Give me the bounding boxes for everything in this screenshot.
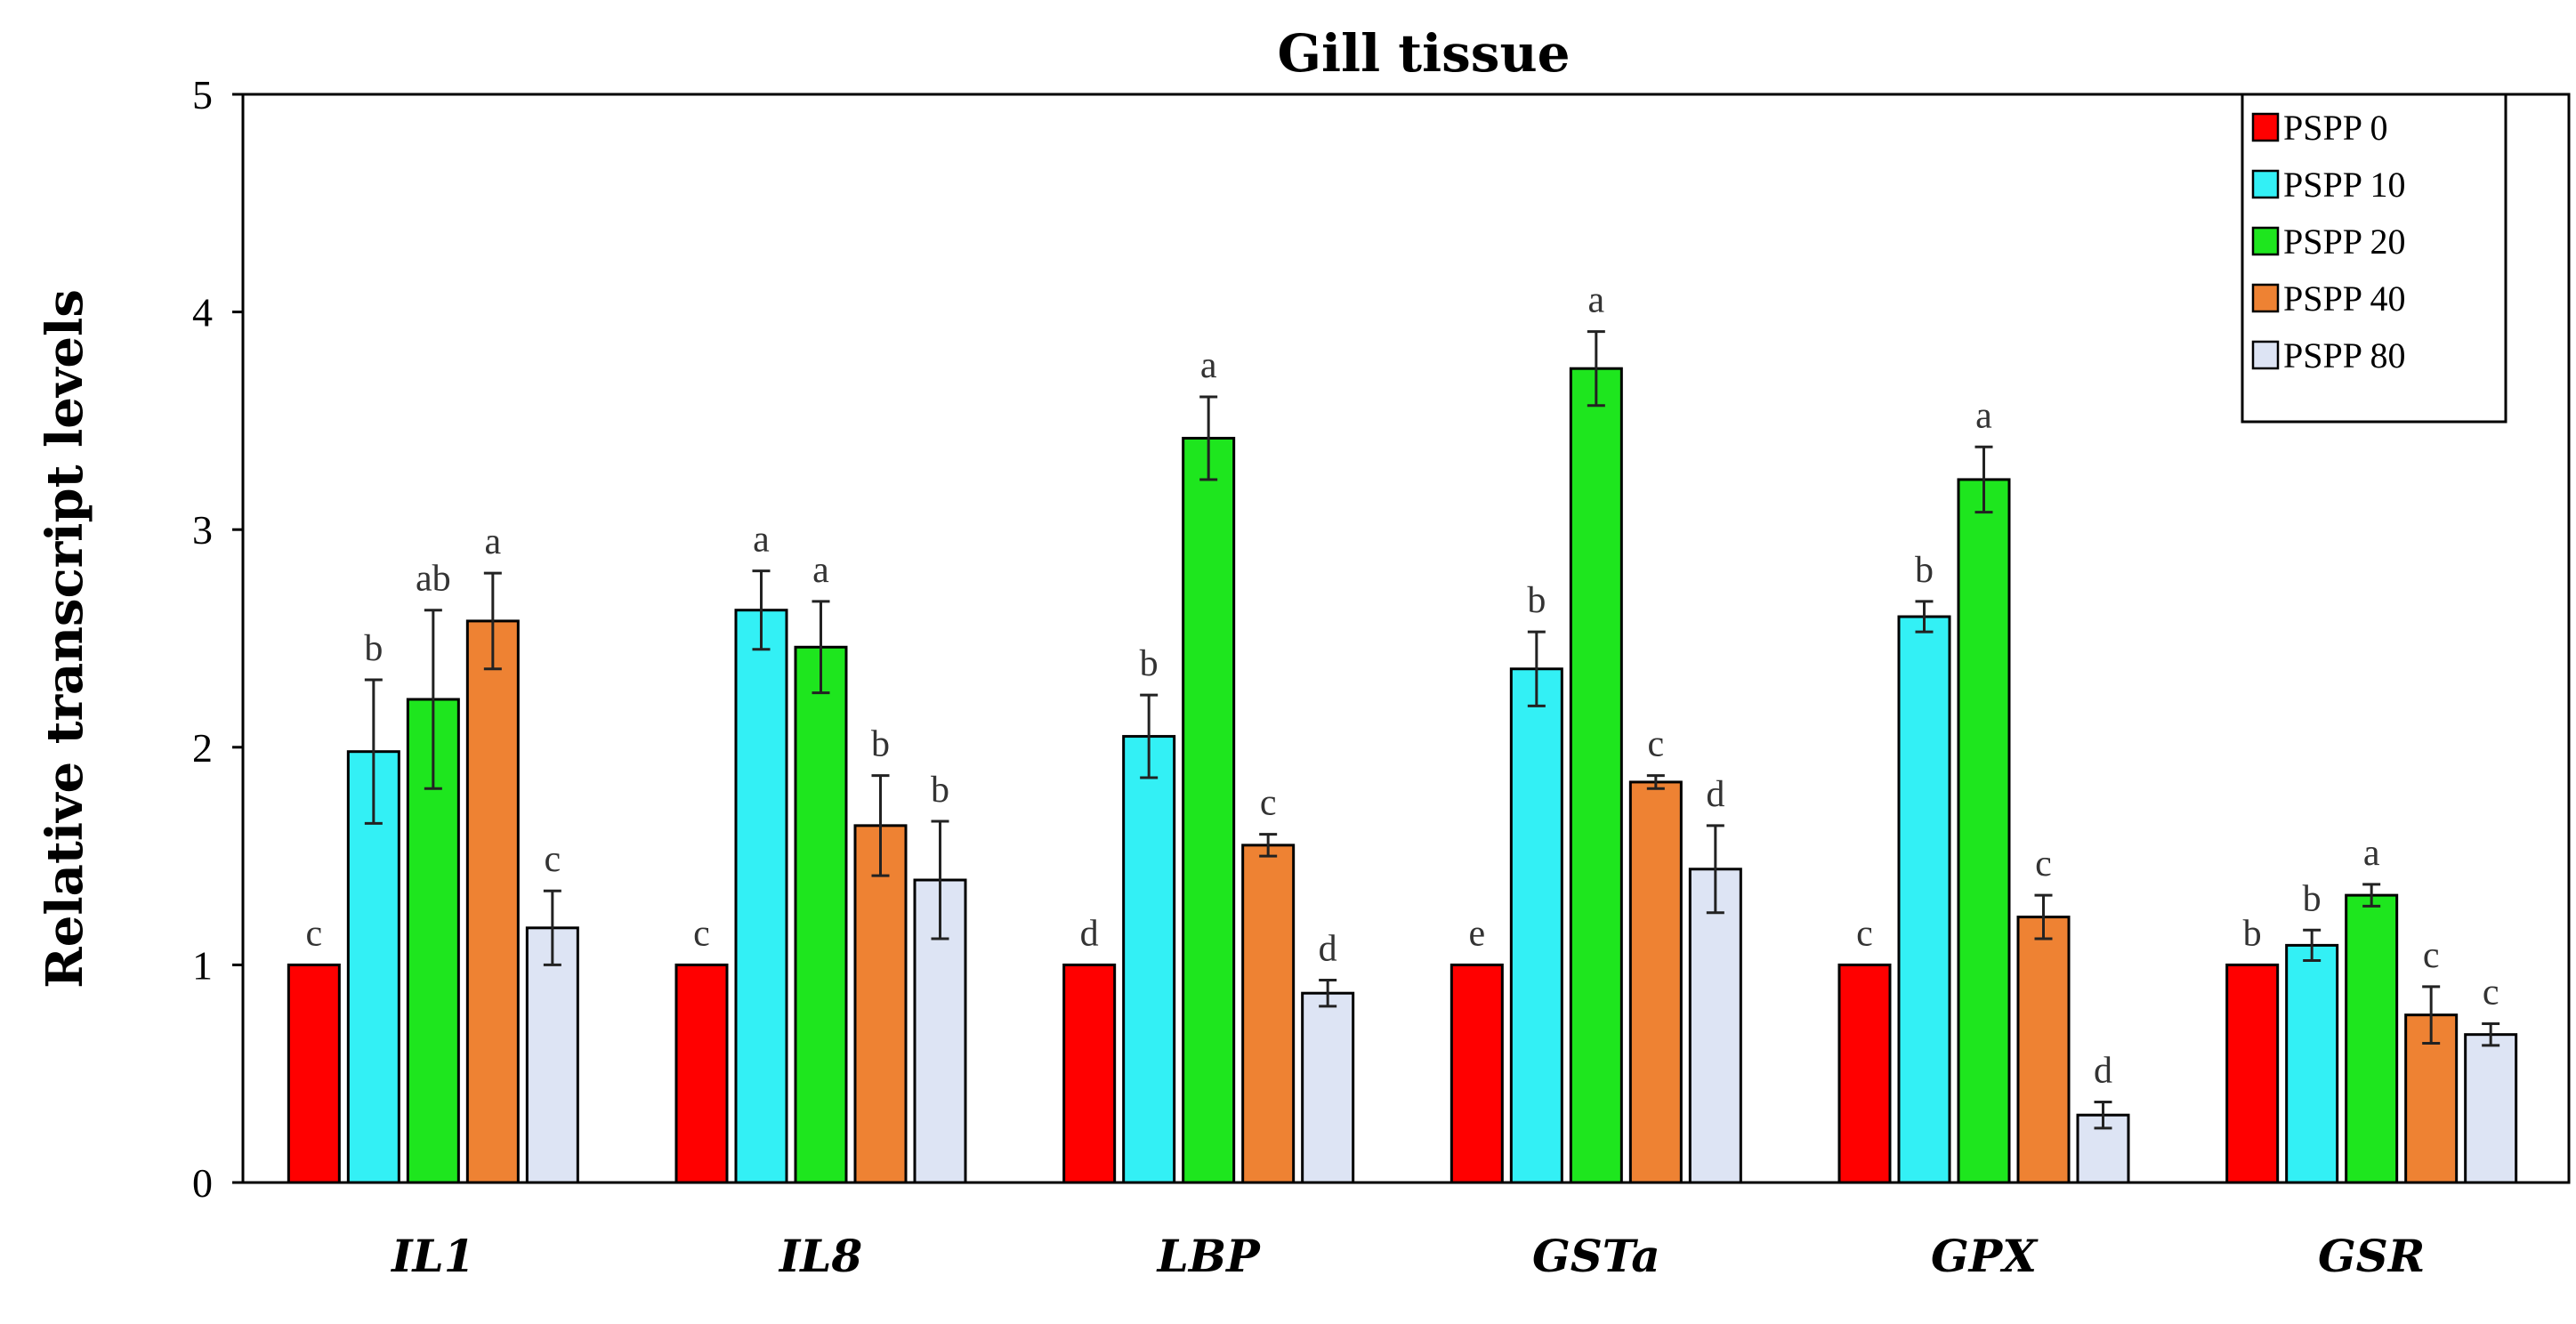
significance-letter: a [812,550,829,591]
y-tick-label: 5 [192,72,213,117]
legend-label: PSPP 0 [2283,108,2388,148]
y-tick-label: 1 [192,942,213,988]
significance-letter: b [2303,878,2322,919]
chart-title: Gill tissue [1277,23,1570,84]
bar [853,824,908,1184]
y-tick-label: 3 [192,507,213,553]
bar-group-gsta: e b a cd [1450,280,1742,1184]
significance-letter: e [1469,913,1486,954]
bar [1897,615,1951,1184]
bar [287,963,341,1184]
significance-letter: b [931,770,949,811]
bar [1837,963,1892,1184]
bar [1628,780,1683,1184]
bar [674,963,729,1184]
significance-letter: a [485,521,502,562]
significance-letter: b [2243,913,2262,954]
legend-label: PSPP 10 [2283,165,2406,205]
significance-letter: a [753,520,770,561]
bar-group-il8: c a a bb [674,520,967,1184]
x-tick-label: GSTa [1532,1230,1660,1282]
significance-letter: b [364,628,383,669]
significance-letter: ab [416,559,451,600]
x-tick-label: GPX [1931,1230,2039,1282]
legend-box [2241,93,2507,424]
bar-group-lbp: d b a c d [1062,345,1355,1184]
significance-letter: c [545,839,561,880]
legend-swatch [2251,283,2280,313]
significance-letter: c [1648,724,1665,765]
significance-letter: a [1200,345,1217,386]
significance-letter: a [1588,280,1605,321]
y-tick-label: 2 [192,725,213,771]
bar [2464,1033,2518,1184]
y-axis-label: Relative transcript levels [36,289,94,989]
plot-area-frame [241,93,2571,1184]
y-axis-ticks: 0 1 2 3 4 5 [192,72,243,1206]
x-tick-label: GSR [2318,1230,2425,1282]
bar [2285,943,2339,1184]
bar [2345,893,2399,1184]
significance-letter: c [2483,972,2499,1013]
bar [1688,868,1742,1184]
legend-swatch [2251,112,2280,142]
bar [794,645,848,1184]
bar-group-gpx: c b a c d [1837,395,2130,1184]
bar [1301,991,1355,1184]
significance-letter: c [2035,844,2052,884]
significance-letter: d [1319,929,1337,970]
x-tick-label: IL1 [390,1230,474,1282]
bar [1122,735,1176,1184]
significance-letter: b [1527,580,1546,621]
significance-letter: b [1140,643,1159,684]
legend-label: PSPP 20 [2283,222,2406,262]
bar [1569,367,1623,1184]
legend-swatch [2251,340,2280,370]
bar [2225,963,2280,1184]
significance-letter: c [1260,783,1277,824]
legend-swatch [2251,226,2280,256]
legend-label: PSPP 40 [2283,279,2406,319]
significance-letter: c [306,913,323,954]
significance-letter: d [1080,913,1099,954]
bar [525,926,579,1184]
bar [1241,844,1296,1184]
significance-letter: a [1975,395,1992,436]
y-tick-label: 0 [192,1160,213,1206]
significance-letter: d [1706,774,1724,815]
x-tick-label: LBP [1156,1230,1261,1282]
significance-letter: b [1915,550,1934,591]
legend-swatch [2251,169,2280,199]
bar [734,609,788,1184]
legend: PSPP 0 PSPP 10 PSPP 20 PSPP 40 PSPP 80 [2241,93,2507,424]
significance-letter: a [2363,833,2380,874]
bar [1509,667,1563,1184]
bar [1450,963,1504,1184]
significance-letter: c [2423,935,2440,976]
x-axis-ticks: IL1 IL8 LBP GSTa GPX GSR [390,1230,2425,1282]
significance-letter: b [871,724,890,765]
y-tick-label: 4 [192,290,213,335]
bar [1182,436,1236,1184]
x-tick-label: IL8 [778,1230,862,1282]
significance-letter: c [693,913,710,954]
significance-letter: d [2094,1050,2112,1091]
significance-letter: c [1856,913,1873,954]
bar [2016,916,2071,1184]
bar [1062,963,1117,1184]
bar [1957,478,2011,1184]
legend-label: PSPP 80 [2283,335,2406,375]
bar [465,619,520,1184]
